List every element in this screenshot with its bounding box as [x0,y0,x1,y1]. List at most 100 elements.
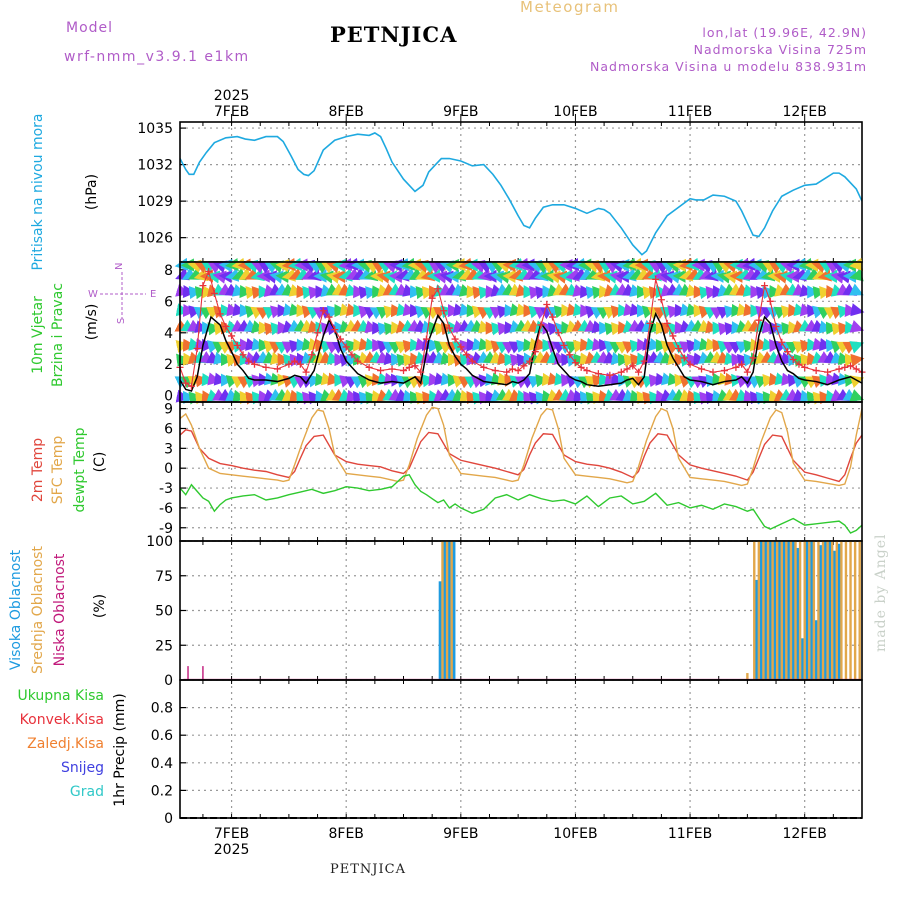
panel-clouds [179,540,863,681]
wind-gust-point [354,357,362,365]
wind-gust-point [228,332,236,340]
wind-gust-point [428,294,436,302]
precip-legend-item: Zaledj.Kisa [27,736,104,752]
y-tick-label-clouds: 50 [155,604,173,620]
y-tick-label-temperature: 9 [164,402,173,418]
wind-gust-point [571,359,579,367]
cloud-high-bar [810,541,814,680]
panel-frame-precip [179,679,863,819]
y-tick-label-wind: 8 [164,263,173,279]
cloud-high-bar [764,541,768,680]
cloud-mid-bar [441,541,444,680]
cloud-mid-bar [775,541,779,680]
wind-gust-point [417,368,425,376]
wind-speed-line [179,311,863,392]
cloud-mid-bar [853,541,857,680]
wind-gust-point [554,329,562,337]
cloud-high-bar [791,541,795,680]
cloud-mid-bar [826,541,829,680]
wind-gust-point [405,363,413,371]
wind-gust-point [262,363,270,371]
wind-gust-point [514,367,522,375]
cloud-mid-bar [753,541,756,680]
cloud-high-bar [814,620,818,680]
cloud-high-bar [443,541,447,680]
cloud-mid-bar [835,541,838,680]
wind-gust-point [296,360,304,368]
cloud-high-bar [828,541,832,680]
wind-gust-point [743,368,751,376]
cloud-high-bar [755,579,759,680]
wind-gust-point [480,363,488,371]
wind-gust-point [336,335,344,343]
y-tick-label-pressure: 1035 [137,121,173,137]
wind-gust-point [852,365,860,373]
cloud-high-bar [452,541,456,680]
wind-gust-point [732,363,740,371]
wind-gust-point [222,322,230,330]
model-name: wrf-nmm_v3.9.1 e1km [64,49,250,65]
t2m-line [179,429,863,483]
wind-gust-point [537,321,545,329]
cloud-high-label: Visoka Oblacnost [8,549,24,670]
temp-unit-label: (C) [92,452,108,473]
wind-gust-point [302,368,310,376]
wind-gust-point [308,351,316,359]
panel-precip [179,679,863,819]
wind-arrow [850,303,865,317]
top-date-label: 9FEB [443,104,478,120]
meteogram-title: Meteogram [520,0,620,16]
wind-gust-point [273,365,281,373]
wind-gust-point [709,368,717,376]
cloud-mid-bar [450,541,453,680]
wind-gust-point [520,362,528,370]
wind-gust-point [377,367,385,375]
cloud-high-bar [438,581,442,680]
cloud-mid-bar [817,541,820,680]
wind-gust-point [411,362,419,370]
footer-station: PETNJICA [330,862,406,877]
station-title: PETNJICA [330,22,458,47]
wind-unit-label: (m/s) [84,304,100,341]
wind-gust-point [675,345,683,353]
cloud-mid-label: Srednja Oblacnost [30,546,46,674]
top-year-label: 2025 [214,88,250,104]
wind-gust-point [457,343,465,351]
dewpt-line [179,474,863,534]
wind-gust-point [680,354,688,362]
wind-arrow [849,283,864,296]
wind-gust-point [761,282,769,290]
wind-gust-point [663,319,671,327]
wind-arrow [849,389,865,402]
wind-gust-point [594,370,602,378]
wind-gust-point [199,282,207,290]
cloud-mid-bar [757,541,761,680]
top-date-label: 10FEB [553,104,597,120]
cloud-mid-bar [766,541,770,680]
cloud-high-bar [447,541,451,680]
cloud-high-bar [796,547,800,680]
y-tick-label-precip: 0.8 [151,701,173,717]
wind-gust-point [623,365,631,373]
bottom-date-label: 11FEB [668,826,712,842]
wind-gust-point [646,319,654,327]
wind-gust-point [291,357,299,365]
pressure-unit-label: (hPa) [84,174,100,210]
cloud-unit-label: (%) [92,594,108,618]
cloud-high-bar [768,541,772,680]
y-tick-label-temperature: -6 [159,501,173,517]
wind-gust-point [606,371,614,379]
wind-gust-point [566,351,574,359]
bottom-date-label: 7FEB [214,826,249,842]
elevation-label: Nadmorska Visina 725m [693,42,867,57]
cloud-mid-bar [798,541,802,680]
wind-gust-point [342,343,350,351]
wind-gust-point [543,300,551,308]
cloud-mid-bar [808,541,811,680]
cloud-mid-bar [445,541,449,680]
wind-gust-point [331,326,339,334]
cloud-high-bar [823,541,827,680]
panel-temperature [179,401,863,542]
wind-gust-point [348,351,356,359]
